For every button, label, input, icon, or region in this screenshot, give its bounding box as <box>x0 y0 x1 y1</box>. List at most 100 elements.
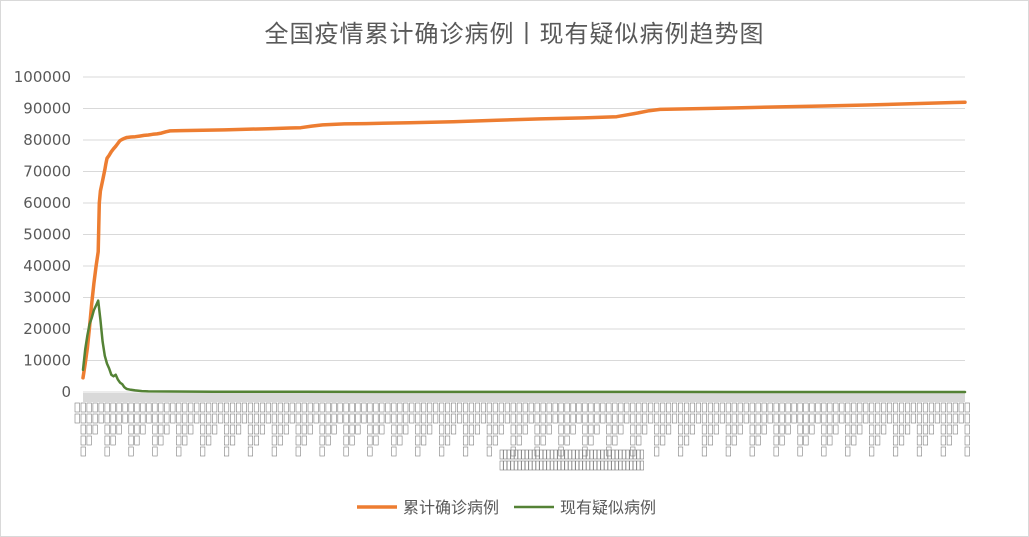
x-tick-glyph <box>307 413 313 424</box>
x-tick-glyph <box>869 446 875 457</box>
x-tick-glyph <box>224 402 230 413</box>
x-tick-glyph <box>910 402 917 413</box>
x-tick-glyph <box>640 449 644 460</box>
x-tick-glyph <box>654 435 660 446</box>
x-tick-glyph <box>600 460 605 471</box>
x-tick-glyph <box>904 402 911 413</box>
x-tick-glyph <box>283 402 289 413</box>
legend-label-1: 现有疑似病例 <box>560 498 656 517</box>
x-tick-glyph <box>510 460 515 471</box>
x-tick-glyph <box>409 413 415 424</box>
x-tick-glyph <box>277 402 283 413</box>
x-tick-glyph <box>922 402 929 413</box>
x-tick-glyph <box>564 413 570 424</box>
x-tick-glyph <box>104 424 110 435</box>
x-tick-glyph <box>671 402 678 413</box>
x-tick-glyph <box>578 449 583 460</box>
x-tick-glyph <box>614 460 619 471</box>
x-tick-glyph <box>343 424 349 435</box>
x-tick-glyph <box>618 424 624 435</box>
x-tick-glyph <box>851 413 857 424</box>
x-tick-glyph <box>514 460 518 471</box>
x-tick-glyph <box>612 413 618 424</box>
x-tick-glyph <box>516 435 522 446</box>
x-tick-glyph <box>952 402 958 413</box>
x-tick-glyph <box>355 402 361 413</box>
x-tick-glyph <box>607 460 612 471</box>
x-tick-glyph <box>510 449 515 460</box>
x-tick-glyph <box>176 446 182 457</box>
x-tick-glyph <box>916 435 923 446</box>
x-tick-glyph <box>660 435 666 446</box>
x-tick-glyph <box>439 446 445 457</box>
x-tick-glyph <box>600 402 606 413</box>
x-tick-glyph <box>474 413 481 424</box>
x-tick-glyph <box>701 413 708 424</box>
x-tick-glyph <box>152 424 158 435</box>
x-tick-glyph <box>534 413 540 424</box>
x-tick-glyph <box>307 424 313 435</box>
x-tick-glyph <box>259 402 266 413</box>
x-tick-glyph <box>325 424 331 435</box>
x-tick-glyph <box>444 435 451 446</box>
y-tick-label-7: 70000 <box>23 163 71 181</box>
x-tick-glyph <box>821 446 827 457</box>
x-tick-glyph <box>170 402 176 413</box>
x-tick-glyph <box>134 435 140 446</box>
x-tick-glyph <box>575 449 580 460</box>
x-tick-glyph <box>553 460 558 471</box>
x-tick-glyph <box>564 424 570 435</box>
x-tick-glyph <box>851 402 857 413</box>
x-tick-glyph <box>331 402 337 413</box>
x-tick-glyph <box>640 460 644 471</box>
x-tick-glyph <box>940 424 946 435</box>
x-tick-labels <box>74 402 970 471</box>
x-tick-glyph <box>176 435 182 446</box>
x-tick-glyph <box>946 424 952 435</box>
x-tick-glyph <box>176 413 182 424</box>
x-tick-glyph <box>940 435 946 446</box>
x-tick-glyph <box>516 424 522 435</box>
x-tick-glyph <box>946 402 952 413</box>
x-tick-glyph <box>540 402 546 413</box>
x-tick-glyph <box>922 413 929 424</box>
x-tick-glyph <box>421 435 427 446</box>
x-tick-glyph <box>140 413 146 424</box>
y-tick-label-6: 60000 <box>23 194 71 212</box>
x-tick-glyph <box>564 435 570 446</box>
x-tick-glyph <box>596 460 601 471</box>
x-tick-glyph <box>797 435 803 446</box>
x-tick-glyph <box>110 402 116 413</box>
x-tick-glyph <box>660 424 666 435</box>
x-tick-glyph <box>886 402 893 413</box>
x-tick-glyph <box>367 413 373 424</box>
x-tick-glyph <box>809 413 815 424</box>
x-tick-glyph <box>606 435 612 446</box>
x-tick-glyph <box>403 402 409 413</box>
x-tick-glyph <box>875 424 881 435</box>
x-tick-glyph <box>373 413 379 424</box>
x-tick-glyph <box>922 435 929 446</box>
x-tick-glyph <box>665 402 672 413</box>
x-tick-glyph <box>164 413 170 424</box>
x-tick-glyph <box>158 413 164 424</box>
x-tick-glyph <box>534 402 540 413</box>
x-tick-glyph <box>224 413 230 424</box>
x-tick-glyph <box>499 460 504 471</box>
x-tick-glyph <box>558 435 564 446</box>
x-tick-glyph <box>934 413 940 424</box>
x-tick-glyph <box>514 449 518 460</box>
x-tick-glyph <box>259 413 266 424</box>
x-tick-glyph <box>821 435 827 446</box>
x-tick-glyph <box>892 424 899 435</box>
x-tick-glyph <box>253 424 259 435</box>
x-tick-glyph <box>683 435 690 446</box>
x-tick-glyph <box>486 424 492 435</box>
y-tick-label-0: 0 <box>61 383 71 401</box>
x-tick-glyph <box>265 402 271 413</box>
x-tick-glyph <box>821 413 827 424</box>
x-tick-glyph <box>492 424 498 435</box>
x-tick-glyph <box>845 446 851 457</box>
x-tick-glyph <box>337 402 343 413</box>
x-tick-glyph <box>606 424 612 435</box>
